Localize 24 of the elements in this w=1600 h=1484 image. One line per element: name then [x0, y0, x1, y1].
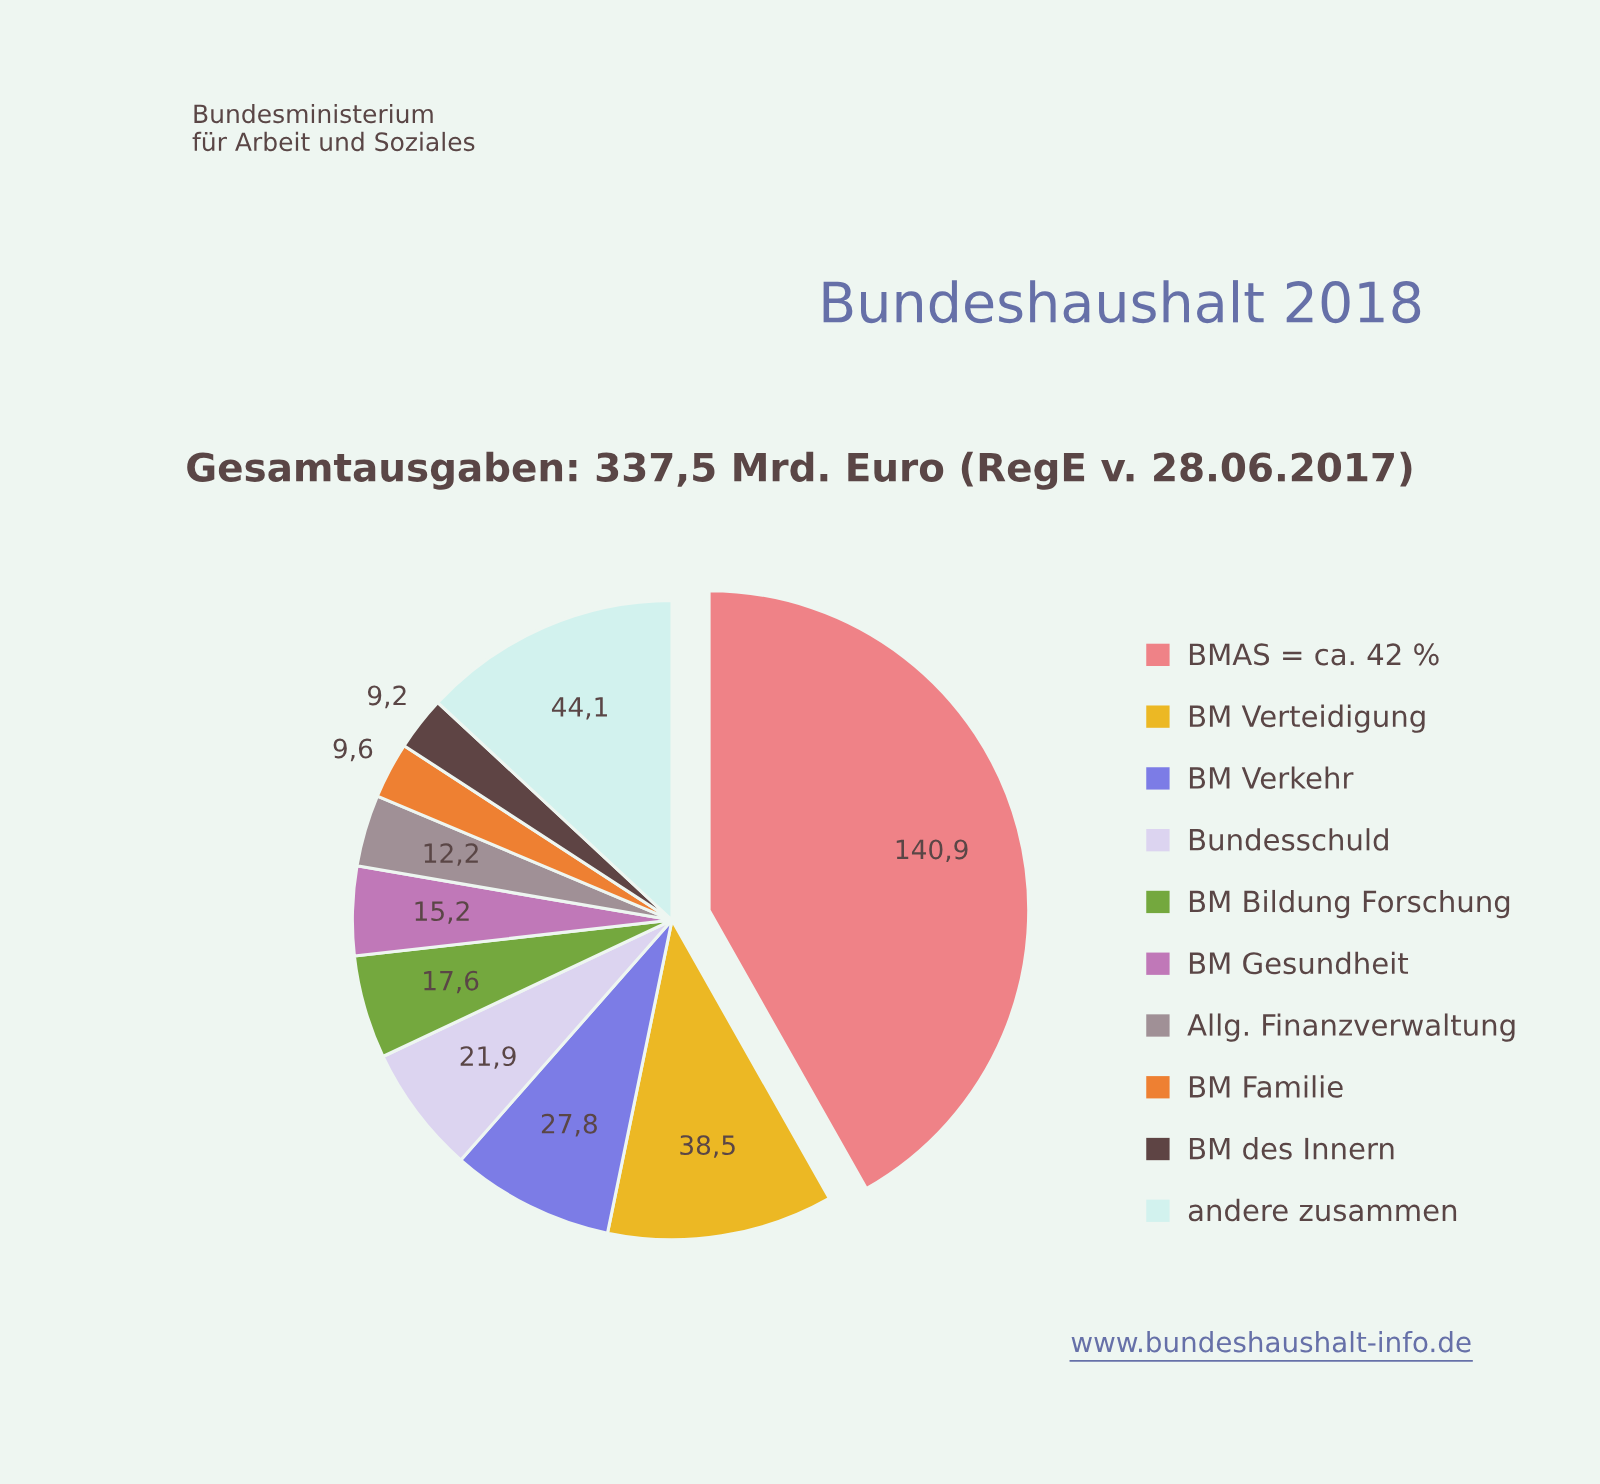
chart-title: Bundeshaushalt 2018 [823, 280, 1421, 324]
data-label: 140,9 [896, 839, 968, 863]
legend-label: BM Bildung Forschung [1189, 889, 1510, 919]
text: Bundesministerium für Arbeit und Soziales [192, 103, 475, 152]
data-label: 15,2 [415, 901, 469, 924]
legend-label: BM des Innern [1189, 1137, 1394, 1160]
legend-label: Bundesschuld [1189, 828, 1388, 851]
data-label: 9,6 [333, 738, 373, 762]
legend-label: BM Verteidigung [1189, 704, 1425, 733]
legend-label: andere zusammen [1188, 1198, 1457, 1222]
chart-subtitle: Gesamtausgaben: 337,5 Mrd. Euro (RegE v. 28.06.2017) [187, 451, 1412, 490]
text: www.bundeshaushalt-info.de [1071, 1330, 1471, 1353]
data-label: 21,9 [460, 1046, 516, 1069]
legend-label: BM Gesundheit [1189, 951, 1409, 975]
legend-label: BM Verkehr [1189, 766, 1354, 789]
data-label: 38,5 [680, 1135, 735, 1158]
data-label: 17,6 [424, 970, 479, 994]
legend-label: Allg. Finanzverwaltung [1187, 1013, 1515, 1042]
legend-label: BMAS = ca. 42 % [1189, 643, 1439, 666]
data-label: 27,8 [541, 1113, 597, 1137]
legend-label: BM Familie [1189, 1075, 1343, 1098]
data-label: 44,1 [551, 697, 607, 720]
data-label: 9,2 [367, 685, 406, 709]
data-label: 12,2 [424, 843, 478, 866]
